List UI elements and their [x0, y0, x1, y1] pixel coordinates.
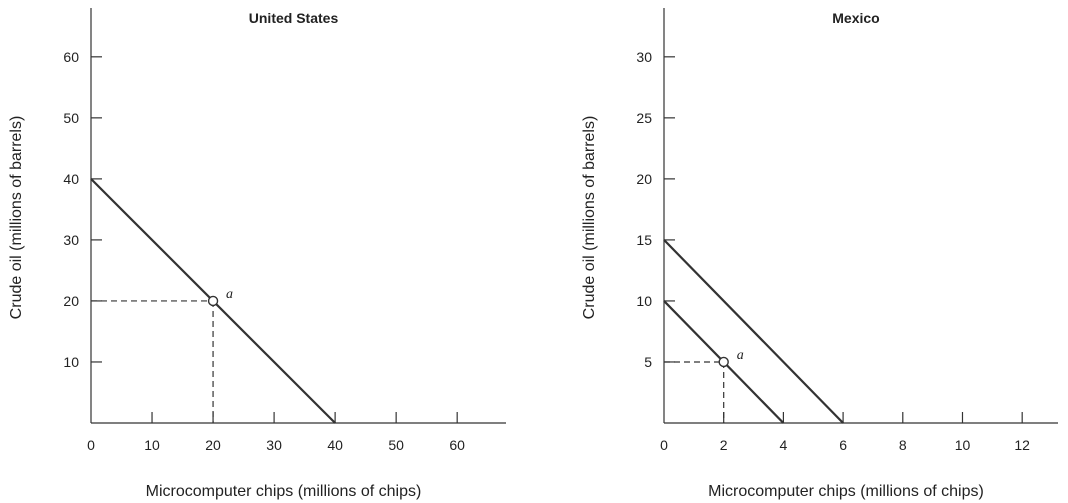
chart-1-point-a — [207, 295, 219, 307]
chart-1-y-axis-label: Crude oil (millions of barrels) — [8, 116, 25, 320]
chart-2-title: Mexico — [832, 10, 879, 26]
chart-2-point-a — [718, 356, 729, 368]
chart-1-x-axis-label: Microcomputer chips (millions of chips) — [146, 483, 422, 500]
chart-2-y-tick-label: 10 — [636, 293, 652, 309]
chart-2-y-tick-label: 20 — [636, 171, 652, 187]
chart-2-y-tick-label: 5 — [644, 354, 652, 370]
chart-2-x-tick-label: 2 — [720, 437, 728, 453]
chart-2-y-tick-label: 25 — [636, 110, 652, 126]
chart-1-x-tick-label: 60 — [449, 437, 465, 453]
chart-2-y-tick-label: 15 — [636, 232, 652, 248]
chart-1-x-tick-label: 40 — [327, 437, 343, 453]
chart-1-title: United States — [249, 10, 339, 26]
chart-1-x-tick-label: 0 — [87, 437, 95, 453]
chart-1-x-tick-label: 20 — [205, 437, 221, 453]
chart-1-y-tick-label: 10 — [63, 354, 79, 370]
chart-2-x-tick-label: 8 — [899, 437, 907, 453]
chart-2-y-tick-label: 30 — [636, 49, 652, 65]
chart-2-x-tick-label: 12 — [1014, 437, 1030, 453]
chart-1-point-label-a: a — [226, 287, 233, 302]
chart-2-x-axis-label: Microcomputer chips (millions of chips) — [708, 483, 984, 500]
chart-1-y-tick-label: 30 — [63, 232, 79, 248]
chart-2-x-tick-label: 6 — [839, 437, 847, 453]
chart-2-y-axis-label: Crude oil (millions of barrels) — [581, 116, 598, 320]
chart-2-ppf-line-2 — [663, 239, 844, 424]
chart-1-x-tick-label: 30 — [266, 437, 282, 453]
chart-2-point-label-a: a — [737, 348, 744, 363]
chart-1-y-tick-label: 40 — [63, 171, 79, 187]
chart-1-y-tick-label: 60 — [63, 49, 79, 65]
chart-2-x-tick-label: 10 — [955, 437, 971, 453]
chart-1-y-tick-label: 20 — [63, 293, 79, 309]
chart-1-x-tick-label: 50 — [388, 437, 404, 453]
chart-1-x-tick-label: 10 — [144, 437, 160, 453]
chart-1-y-tick-label: 50 — [63, 110, 79, 126]
chart-2-x-tick-label: 4 — [779, 437, 787, 453]
chart-2-x-tick-label: 0 — [660, 437, 668, 453]
